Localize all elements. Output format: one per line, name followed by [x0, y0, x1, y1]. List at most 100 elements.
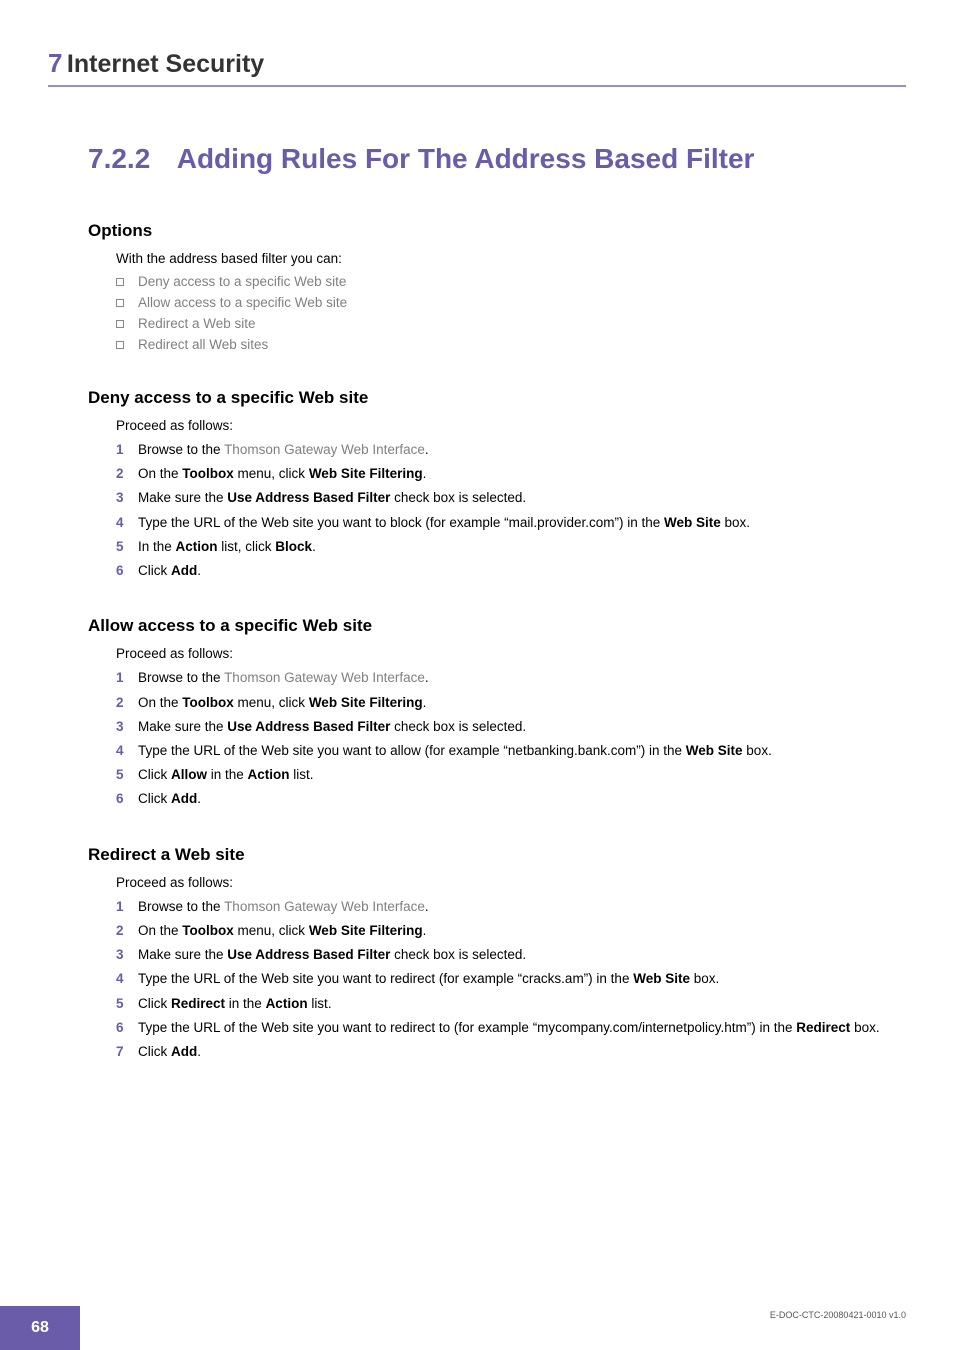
text: in the: [225, 996, 266, 1011]
step-row: 1Browse to the Thomson Gateway Web Inter…: [116, 441, 906, 459]
step-number: 5: [116, 539, 138, 554]
text-bold: Use Address Based Filter: [227, 947, 390, 962]
step-row: 2On the Toolbox menu, click Web Site Fil…: [116, 694, 906, 712]
list-item: Deny access to a specific Web site: [116, 274, 906, 289]
step-row: 3Make sure the Use Address Based Filter …: [116, 489, 906, 507]
option-text: Allow access to a specific Web site: [138, 295, 347, 310]
text: menu, click: [234, 466, 309, 481]
option-text: Redirect all Web sites: [138, 337, 268, 352]
text-bold: Use Address Based Filter: [227, 490, 390, 505]
step-number: 5: [116, 767, 138, 782]
list-item: Allow access to a specific Web site: [116, 295, 906, 310]
step-text: Browse to the Thomson Gateway Web Interf…: [138, 898, 429, 916]
text: Make sure the: [138, 719, 227, 734]
step-row: 3Make sure the Use Address Based Filter …: [116, 946, 906, 964]
text: menu, click: [234, 695, 309, 710]
text: box.: [850, 1020, 879, 1035]
step-text: Type the URL of the Web site you want to…: [138, 742, 772, 760]
gateway-link[interactable]: Thomson Gateway Web Interface: [224, 899, 425, 914]
step-row: 3Make sure the Use Address Based Filter …: [116, 718, 906, 736]
allow-intro: Proceed as follows:: [116, 646, 906, 661]
text: Make sure the: [138, 947, 227, 962]
step-text: Type the URL of the Web site you want to…: [138, 514, 750, 532]
text: Make sure the: [138, 490, 227, 505]
step-row: 2On the Toolbox menu, click Web Site Fil…: [116, 922, 906, 940]
deny-heading: Deny access to a specific Web site: [88, 388, 906, 408]
text: .: [197, 791, 201, 806]
options-intro: With the address based filter you can:: [116, 251, 906, 266]
options-list: Deny access to a specific Web site Allow…: [116, 274, 906, 352]
chapter-number: 7: [48, 48, 62, 78]
text: .: [312, 539, 316, 554]
text: check box is selected.: [390, 719, 526, 734]
text: Click: [138, 791, 171, 806]
page-footer: 68 E-DOC-CTC-20080421-0010 v1.0: [0, 1306, 954, 1350]
text: list.: [308, 996, 332, 1011]
options-block: Options With the address based filter yo…: [88, 221, 906, 352]
document-id: E-DOC-CTC-20080421-0010 v1.0: [770, 1310, 906, 1320]
text: Type the URL of the Web site you want to…: [138, 743, 686, 758]
step-text: In the Action list, click Block.: [138, 538, 316, 556]
gateway-link[interactable]: Thomson Gateway Web Interface: [224, 670, 425, 685]
text-bold: Toolbox: [182, 466, 234, 481]
text: menu, click: [234, 923, 309, 938]
step-row: 5Click Allow in the Action list.: [116, 766, 906, 784]
section-title: Adding Rules For The Address Based Filte…: [177, 143, 755, 174]
step-number: 7: [116, 1044, 138, 1059]
step-row: 4Type the URL of the Web site you want t…: [116, 514, 906, 532]
text: .: [425, 442, 429, 457]
text: On the: [138, 695, 182, 710]
text-bold: Web Site: [664, 515, 721, 530]
text-bold: Action: [176, 539, 218, 554]
text: Click: [138, 996, 171, 1011]
gateway-link[interactable]: Thomson Gateway Web Interface: [224, 442, 425, 457]
text-bold: Add: [171, 563, 197, 578]
text: Click: [138, 1044, 171, 1059]
bullet-icon: [116, 320, 124, 328]
step-row: 6Type the URL of the Web site you want t…: [116, 1019, 906, 1037]
step-text: Browse to the Thomson Gateway Web Interf…: [138, 669, 429, 687]
text: Browse to the: [138, 670, 224, 685]
redirect-block: Redirect a Web site Proceed as follows: …: [88, 845, 906, 1062]
chapter-title: Internet Security: [67, 50, 264, 78]
step-row: 6Click Add.: [116, 562, 906, 580]
step-row: 5In the Action list, click Block.: [116, 538, 906, 556]
step-row: 5Click Redirect in the Action list.: [116, 995, 906, 1013]
step-row: 4Type the URL of the Web site you want t…: [116, 742, 906, 760]
bullet-icon: [116, 341, 124, 349]
step-row: 1Browse to the Thomson Gateway Web Inter…: [116, 898, 906, 916]
text: Click: [138, 767, 171, 782]
step-row: 4Type the URL of the Web site you want t…: [116, 970, 906, 988]
page-number: 68: [0, 1306, 80, 1350]
step-number: 3: [116, 947, 138, 962]
text: .: [425, 670, 429, 685]
allow-heading: Allow access to a specific Web site: [88, 616, 906, 636]
step-number: 3: [116, 490, 138, 505]
step-text: Click Add.: [138, 1043, 201, 1061]
step-number: 6: [116, 563, 138, 578]
step-number: 6: [116, 1020, 138, 1035]
step-number: 2: [116, 695, 138, 710]
step-text: Browse to the Thomson Gateway Web Interf…: [138, 441, 429, 459]
bullet-icon: [116, 278, 124, 286]
option-text: Deny access to a specific Web site: [138, 274, 346, 289]
text: .: [197, 1044, 201, 1059]
step-number: 1: [116, 899, 138, 914]
text: In the: [138, 539, 176, 554]
text: box.: [690, 971, 719, 986]
step-number: 4: [116, 743, 138, 758]
redirect-heading: Redirect a Web site: [88, 845, 906, 865]
list-item: Redirect a Web site: [116, 316, 906, 331]
text: Type the URL of the Web site you want to…: [138, 1020, 796, 1035]
step-number: 2: [116, 466, 138, 481]
step-text: On the Toolbox menu, click Web Site Filt…: [138, 465, 426, 483]
step-number: 1: [116, 442, 138, 457]
options-heading: Options: [88, 221, 906, 241]
text: On the: [138, 923, 182, 938]
step-number: 1: [116, 670, 138, 685]
chapter-header: 7 Internet Security: [48, 48, 906, 87]
text-bold: Web Site: [633, 971, 690, 986]
text: Type the URL of the Web site you want to…: [138, 515, 664, 530]
step-number: 4: [116, 515, 138, 530]
text: Type the URL of the Web site you want to…: [138, 971, 633, 986]
